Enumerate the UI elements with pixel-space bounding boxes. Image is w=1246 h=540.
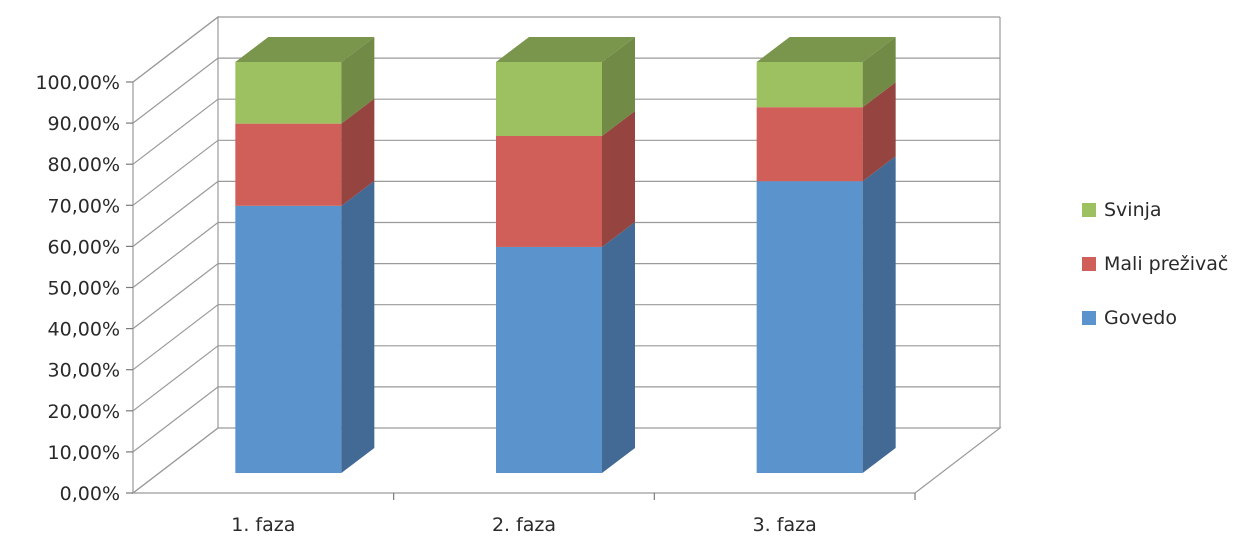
legend-item: Mali preživač — [1082, 253, 1228, 275]
bar-side — [341, 180, 375, 473]
gridline — [132, 16, 1000, 83]
bar-stack — [496, 37, 635, 473]
bar-side — [602, 110, 635, 247]
bar-side — [862, 156, 896, 473]
y-tick-label: 100,00% — [35, 72, 120, 94]
gridline — [132, 345, 1000, 412]
bar-front — [496, 135, 602, 247]
gridline — [132, 180, 1000, 247]
bar-segment — [496, 37, 635, 136]
bar-side — [862, 37, 896, 108]
bar-front — [496, 62, 602, 136]
bar-top — [235, 37, 375, 62]
bar-segment — [235, 180, 375, 473]
y-tick-label: 10,00% — [48, 442, 120, 464]
gridline — [132, 57, 1000, 124]
legend-item: Govedo — [1082, 307, 1177, 329]
legend-label: Govedo — [1104, 307, 1177, 329]
bar-front — [756, 62, 863, 108]
bar-segment — [496, 110, 635, 247]
legend-item: Svinja — [1082, 199, 1162, 221]
bar-segment — [756, 37, 896, 108]
x-category-label: 1. faza — [231, 514, 295, 536]
x-category-label: 3. faza — [753, 514, 817, 536]
bar-top — [756, 37, 896, 62]
bar-front — [756, 181, 863, 473]
legend-label: Mali preživač — [1104, 253, 1228, 275]
gridline — [132, 221, 1000, 288]
y-tick-label: 70,00% — [48, 195, 120, 217]
y-tick-label: 50,00% — [48, 278, 120, 300]
legend-swatch — [1082, 203, 1096, 217]
y-tick-label: 40,00% — [48, 319, 120, 341]
bar-side — [341, 98, 375, 206]
bar-segment — [496, 221, 635, 473]
bar-front — [235, 123, 342, 206]
y-tick-label: 60,00% — [48, 236, 120, 258]
y-tick-label: 0,00% — [60, 483, 120, 505]
bar-front — [496, 246, 602, 473]
y-tick-label: 80,00% — [48, 154, 120, 176]
legend-swatch — [1082, 257, 1096, 271]
y-tick-label: 20,00% — [48, 401, 120, 423]
bar-front — [235, 62, 342, 124]
bar-stack — [756, 37, 896, 473]
x-category-label: 2. faza — [492, 514, 556, 536]
y-tick-label: 30,00% — [48, 360, 120, 382]
gridline — [132, 386, 1000, 453]
gridline — [132, 139, 1000, 206]
bar-side — [862, 82, 896, 182]
bar-front — [756, 107, 863, 182]
bar-stack — [235, 37, 375, 473]
bar-side — [341, 37, 375, 124]
bar-side — [602, 221, 635, 473]
y-tick-label: 90,00% — [48, 113, 120, 135]
bar-top — [496, 37, 635, 62]
gridlines — [126, 16, 1000, 494]
y-axis-tick-labels: 0,00% 10,00% 20,00% 30,00% 40,00% 50,00% 60,00… — [35, 72, 120, 505]
bar-segment — [756, 156, 896, 473]
bar-segment — [235, 98, 375, 206]
bar-segment — [756, 82, 896, 182]
bar-segment — [235, 37, 375, 124]
legend-swatch — [1082, 311, 1096, 325]
bar-front — [235, 205, 342, 473]
legend: Svinja Mali preživač Govedo — [1082, 199, 1228, 329]
bars — [235, 37, 896, 473]
bar-side — [602, 37, 635, 136]
x-axis-category-labels: 1. faza 2. faza 3. faza — [231, 493, 916, 536]
gridline — [132, 304, 1000, 371]
gridline — [132, 98, 1000, 165]
legend-label: Svinja — [1104, 199, 1162, 221]
gridline — [132, 263, 1000, 330]
